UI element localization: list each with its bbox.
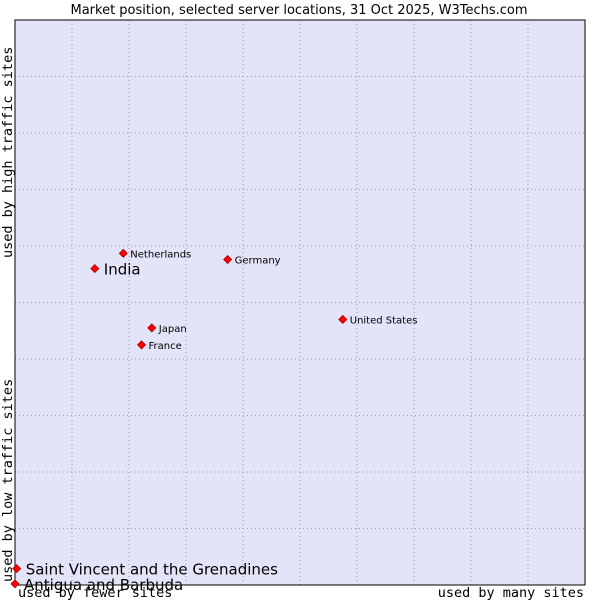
point-label-germany: Germany — [235, 256, 281, 267]
point-marker-india — [90, 264, 100, 274]
point-label-india: India — [104, 261, 141, 279]
x-axis-label-high: used by many sites — [438, 585, 584, 600]
point-marker-germany — [223, 254, 233, 265]
chart-title: Market position, selected server locatio… — [70, 3, 527, 18]
point-label-japan: Japan — [158, 324, 187, 335]
plot-frame — [14, 19, 586, 586]
point-marker-united-states — [338, 314, 348, 325]
point-marker-japan — [147, 323, 157, 333]
point-marker-antigua-and-barbuda — [10, 579, 20, 589]
point-label-saint-vincent-and-the-grenadines: Saint Vincent and the Grenadines — [26, 561, 278, 579]
point-marker-saint-vincent-and-the-grenadines — [12, 564, 22, 574]
point-label-united-states: United States — [350, 315, 418, 326]
point-label-france: France — [149, 341, 182, 352]
y-axis-label-low: used by low traffic sites — [0, 379, 16, 582]
point-label-antigua-and-barbuda: Antigua and Barbuda — [24, 576, 183, 594]
point-marker-netherlands — [118, 248, 128, 258]
y-axis-label-high: used by high traffic sites — [0, 47, 16, 258]
gridlines — [15, 20, 585, 585]
point-marker-france — [136, 340, 147, 350]
x-axis-label-low: used by fewer sites — [18, 585, 172, 600]
point-label-netherlands: Netherlands — [130, 249, 191, 260]
